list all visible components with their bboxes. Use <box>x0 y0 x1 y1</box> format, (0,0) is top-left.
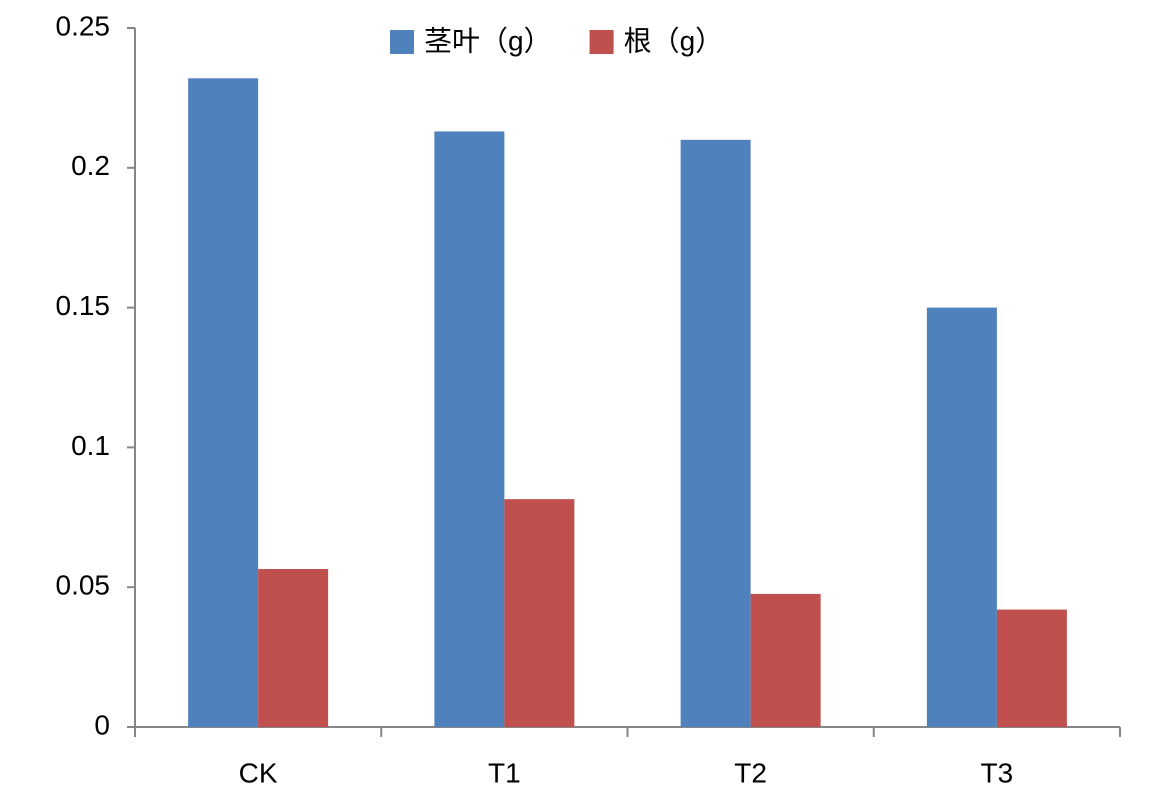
legend-swatch <box>390 30 414 54</box>
y-tick-label: 0.15 <box>56 290 111 321</box>
x-tick-label: CK <box>239 757 278 788</box>
bar <box>434 131 505 727</box>
bar <box>258 569 329 727</box>
x-tick-label: T3 <box>981 757 1014 788</box>
bar <box>188 78 259 727</box>
x-tick-label: T1 <box>488 757 521 788</box>
x-tick-label: T2 <box>734 757 767 788</box>
bar <box>504 499 575 727</box>
legend-label: 根（g） <box>624 25 724 56</box>
legend-label: 茎叶（g） <box>424 25 552 56</box>
legend-swatch <box>589 30 614 54</box>
y-tick-label: 0.05 <box>56 570 111 601</box>
bar <box>680 139 751 728</box>
y-tick-label: 0.1 <box>71 430 110 461</box>
bar <box>926 307 997 727</box>
y-tick-label: 0.25 <box>56 10 111 41</box>
bar <box>750 593 821 727</box>
y-tick-label: 0.2 <box>71 150 110 181</box>
y-tick-label: 0 <box>94 709 110 740</box>
bar <box>996 609 1067 727</box>
